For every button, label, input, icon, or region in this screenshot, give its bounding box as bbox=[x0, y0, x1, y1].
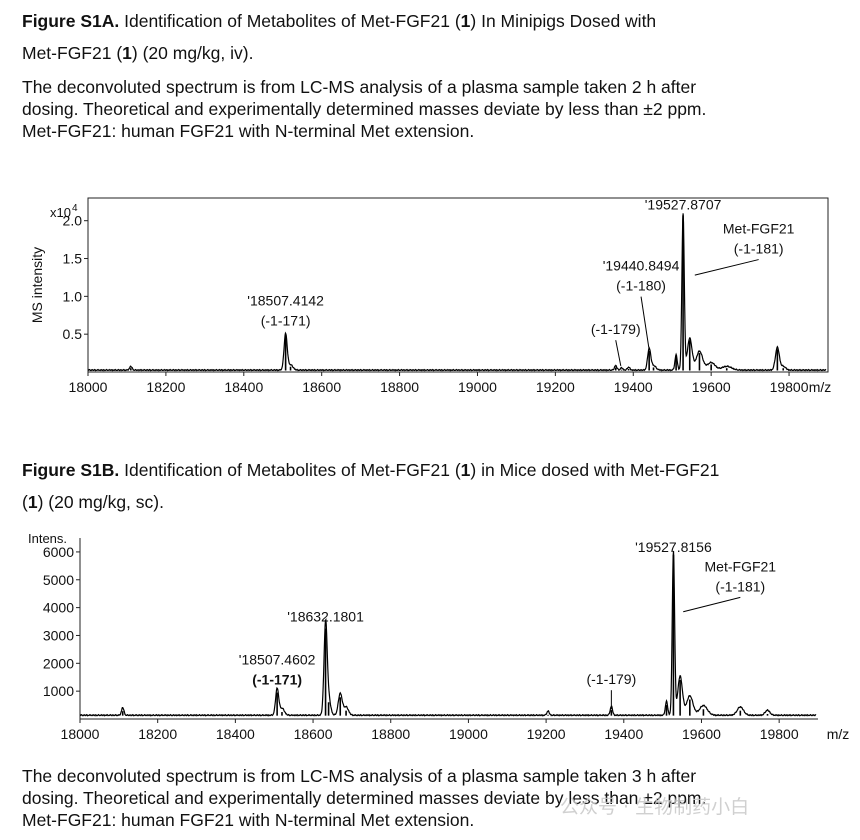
peak-annotation: (-1-181) bbox=[734, 241, 784, 257]
x-tick-label: 19400 bbox=[604, 726, 643, 742]
figure-a-caption-text: Met-FGF21 ( bbox=[22, 43, 123, 63]
y-tick-label: 4000 bbox=[43, 600, 74, 616]
x-tick-label: 18800 bbox=[380, 379, 419, 395]
figure-b-description: The deconvoluted spectrum is from LC-MS … bbox=[22, 765, 706, 831]
annotation-leader bbox=[615, 340, 622, 367]
x-tick-label: 19200 bbox=[527, 726, 566, 742]
description-line: dosing. Theoretical and experimentally d… bbox=[22, 788, 707, 808]
figure-b-caption-text: Identification of Metabolites of Met-FGF… bbox=[119, 460, 461, 480]
figure-a-caption-text: ) (20 mg/kg, iv). bbox=[131, 43, 254, 63]
y-tick-label: 2.0 bbox=[63, 213, 83, 229]
x-tick-label: 19400 bbox=[614, 379, 653, 395]
x-tick-label: 19800 bbox=[760, 726, 799, 742]
figure-b-caption-text: ( bbox=[22, 492, 28, 512]
y-tick-label: 3000 bbox=[43, 627, 74, 643]
y-tick-label: 1.0 bbox=[63, 288, 83, 304]
peak-annotation: (-1-171) bbox=[261, 312, 311, 328]
x-tick-label: 19200 bbox=[536, 379, 575, 395]
y-multiplier-exponent: 4 bbox=[72, 203, 78, 214]
figure-b-caption-text: ) in Mice dosed with Met-FGF21 bbox=[470, 460, 720, 480]
peak-annotation: '18507.4142 bbox=[247, 292, 324, 308]
x-tick-label: 18200 bbox=[138, 726, 177, 742]
compound-number: 1 bbox=[460, 11, 471, 31]
figure-b-label: Figure S1B. bbox=[22, 460, 120, 480]
figure-a-label: Figure S1A. bbox=[22, 11, 120, 31]
figure-a-caption-text: Identification of Metabolites of Met-FGF… bbox=[119, 11, 461, 31]
compound-number: 1 bbox=[460, 460, 471, 480]
figure-b-caption-text: ) (20 mg/kg, sc). bbox=[37, 492, 164, 512]
x-tick-label: 19000 bbox=[458, 379, 497, 395]
y-tick-label: 5000 bbox=[43, 572, 74, 588]
x-axis-label: m/z bbox=[827, 726, 850, 742]
peak-annotation: '19440.8494 bbox=[603, 258, 680, 274]
description-line: The deconvoluted spectrum is from LC-MS … bbox=[22, 77, 697, 97]
description-line: The deconvoluted spectrum is from LC-MS … bbox=[22, 766, 697, 786]
peak-annotation: Met-FGF21 bbox=[723, 221, 795, 237]
x-tick-label: 19600 bbox=[682, 726, 721, 742]
x-tick-label: 18000 bbox=[61, 726, 100, 742]
peak-annotation: (-1-181) bbox=[715, 578, 765, 594]
x-tick-label: 18200 bbox=[146, 379, 185, 395]
plot-frame bbox=[87, 197, 829, 373]
y-tick-label: 1000 bbox=[43, 683, 74, 699]
peak-annotation: Met-FGF21 bbox=[705, 558, 777, 574]
spectrum-chart-a: 18000 18200 18400 18600 18800 19000 19200 19400… bbox=[29, 196, 832, 395]
peak-annotation: '19527.8156 bbox=[635, 539, 712, 555]
x-tick-label: 18400 bbox=[216, 726, 255, 742]
spectrum-chart-b: 18000 18200 18400 18600 18800 19000 19200 19400… bbox=[28, 531, 850, 742]
x-tick-label: 19600 bbox=[692, 379, 731, 395]
x-tick-label: 18600 bbox=[294, 726, 333, 742]
x-tick-label: 18600 bbox=[302, 379, 341, 395]
description-line: Met-FGF21: human FGF21 with N-terminal M… bbox=[22, 810, 475, 830]
y-tick-label: 0.5 bbox=[63, 326, 83, 342]
peak-annotation: (-1-179) bbox=[586, 671, 636, 687]
figure-a-description: The deconvoluted spectrum is from LC-MS … bbox=[22, 76, 706, 142]
annotation-leader bbox=[640, 296, 650, 348]
description-line: dosing. Theoretical and experimentally d… bbox=[22, 99, 707, 119]
y-tick-label: 2000 bbox=[43, 655, 74, 671]
peak-annotation: (-1-180) bbox=[616, 278, 666, 294]
x-tick-label: 19800 bbox=[770, 379, 809, 395]
spectrum-trace bbox=[87, 213, 827, 372]
figure-a-caption: Figure S1A. Identification of Metabolite… bbox=[22, 10, 656, 64]
compound-number: 1 bbox=[27, 492, 38, 512]
peak-annotation: '18507.4602 bbox=[239, 652, 316, 668]
y-multiplier-label: x10 bbox=[50, 205, 71, 220]
description-line: Met-FGF21: human FGF21 with N-terminal M… bbox=[22, 121, 475, 141]
watermark-text: 公众号 · 生物制药小白 bbox=[560, 796, 750, 818]
annotation-leader bbox=[694, 259, 759, 276]
peak-annotation: '19527.8707 bbox=[645, 196, 722, 212]
peak-annotation: (-1-171) bbox=[252, 672, 302, 688]
y-axis-label: MS intensity bbox=[29, 247, 45, 323]
peak-annotation: (-1-179) bbox=[591, 321, 641, 337]
x-tick-label: 18000 bbox=[69, 379, 108, 395]
spectrum-trace bbox=[79, 550, 817, 717]
x-tick-label: 18800 bbox=[371, 726, 410, 742]
y-tick-label: 6000 bbox=[43, 544, 74, 560]
x-tick-label: 19000 bbox=[449, 726, 488, 742]
x-axis-label: m/z bbox=[809, 379, 832, 395]
y-tick-label: 1.5 bbox=[63, 251, 83, 267]
y-axis-label: Intens. bbox=[28, 531, 67, 546]
figure-b-caption: Figure S1B. Identification of Metabolite… bbox=[22, 459, 719, 513]
annotation-leader bbox=[683, 596, 741, 613]
compound-number: 1 bbox=[122, 43, 132, 63]
peak-annotation: '18632.1801 bbox=[287, 609, 364, 625]
x-tick-label: 18400 bbox=[224, 379, 263, 395]
figure-a-caption-text: ) In Minipigs Dosed with bbox=[470, 11, 657, 31]
